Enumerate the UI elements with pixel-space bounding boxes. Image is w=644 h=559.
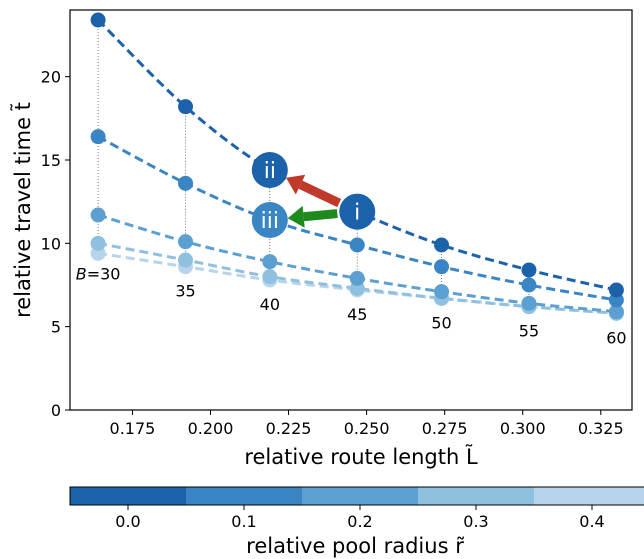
- b-label: 50: [431, 313, 451, 332]
- data-point: [90, 207, 106, 223]
- x-tick-label: 0.200: [188, 419, 234, 438]
- fit-curves: [97, 18, 623, 316]
- annotation-marker: [251, 152, 288, 188]
- y-tick-label: 0: [51, 401, 61, 420]
- y-tick-label: 5: [51, 318, 61, 337]
- annotation-label: iii: [261, 209, 279, 234]
- x-tick-label: 0.175: [110, 419, 156, 438]
- b-labels: B=30 35 40 45 50 55 60: [76, 264, 627, 347]
- annotation-marker: [251, 202, 288, 238]
- y-tick-label: 10: [41, 234, 61, 253]
- x-tick-label: 0.275: [422, 419, 468, 438]
- colorbar-tick-label: 0.2: [347, 512, 372, 531]
- data-points: [90, 12, 624, 321]
- data-point: [434, 259, 450, 275]
- colorbar-tick-label: 0.4: [579, 512, 604, 531]
- annotation-label: i: [354, 201, 360, 226]
- data-point: [178, 252, 194, 268]
- colorbar: 0.0 0.1 0.2 0.3 0.4 relative pool radius r̃: [69, 486, 644, 558]
- colorbar-tick-label: 0.1: [231, 512, 256, 531]
- colorbar-segment: [302, 487, 419, 505]
- b-label: 45: [347, 305, 367, 324]
- colorbar-tick-label: 0.3: [463, 512, 488, 531]
- data-point: [608, 282, 624, 298]
- data-point: [262, 269, 278, 285]
- data-point: [349, 237, 365, 253]
- axes: 0.175 0.200 0.225 0.250 0.275 0.300 0.325 0 5 10 1…: [10, 9, 633, 469]
- annotation-marker: [339, 193, 376, 230]
- data-point: [178, 99, 194, 115]
- data-point: [521, 277, 537, 293]
- arrow-head: [287, 205, 305, 228]
- y-tick-label: 20: [41, 68, 61, 87]
- colorbar-segment: [534, 487, 644, 505]
- data-point: [608, 304, 624, 320]
- colorbar-title: relative pool radius r̃: [246, 534, 465, 558]
- annotation-label: ii: [264, 159, 276, 184]
- data-point: [434, 237, 450, 253]
- b-label: 40: [260, 295, 280, 314]
- colorbar-tick-label: 0.0: [115, 512, 140, 531]
- b-label: 55: [519, 322, 539, 341]
- b-label: 35: [175, 282, 195, 301]
- data-point: [178, 234, 194, 250]
- colorbar-segment: [70, 487, 187, 505]
- x-axis-title: relative route length L̃: [244, 444, 478, 469]
- vertical-guides: [97, 20, 617, 314]
- data-point: [349, 270, 365, 286]
- plot-frame: [69, 9, 633, 411]
- data-point: [262, 254, 278, 270]
- colorbar-segment: [186, 487, 303, 505]
- data-point: [90, 12, 106, 28]
- arrow-shaft: [298, 180, 342, 208]
- x-tick-label: 0.225: [266, 419, 312, 438]
- x-tick-label: 0.300: [500, 419, 546, 438]
- y-tick-label: 15: [41, 151, 61, 170]
- data-point: [521, 295, 537, 311]
- data-point: [521, 262, 537, 278]
- data-point: [434, 284, 450, 300]
- arrow-head: [286, 174, 306, 195]
- x-tick-label: 0.250: [344, 419, 390, 438]
- arrow-shaft: [303, 209, 338, 222]
- y-axis-title: relative travel time t̃: [10, 102, 35, 318]
- data-point: [178, 175, 194, 191]
- data-point: [90, 129, 106, 145]
- b-label: 60: [606, 328, 626, 347]
- data-point: [90, 235, 106, 251]
- colorbar-segment: [418, 487, 535, 505]
- x-tick-label: 0.325: [578, 419, 624, 438]
- b-label: B=30: [76, 264, 121, 283]
